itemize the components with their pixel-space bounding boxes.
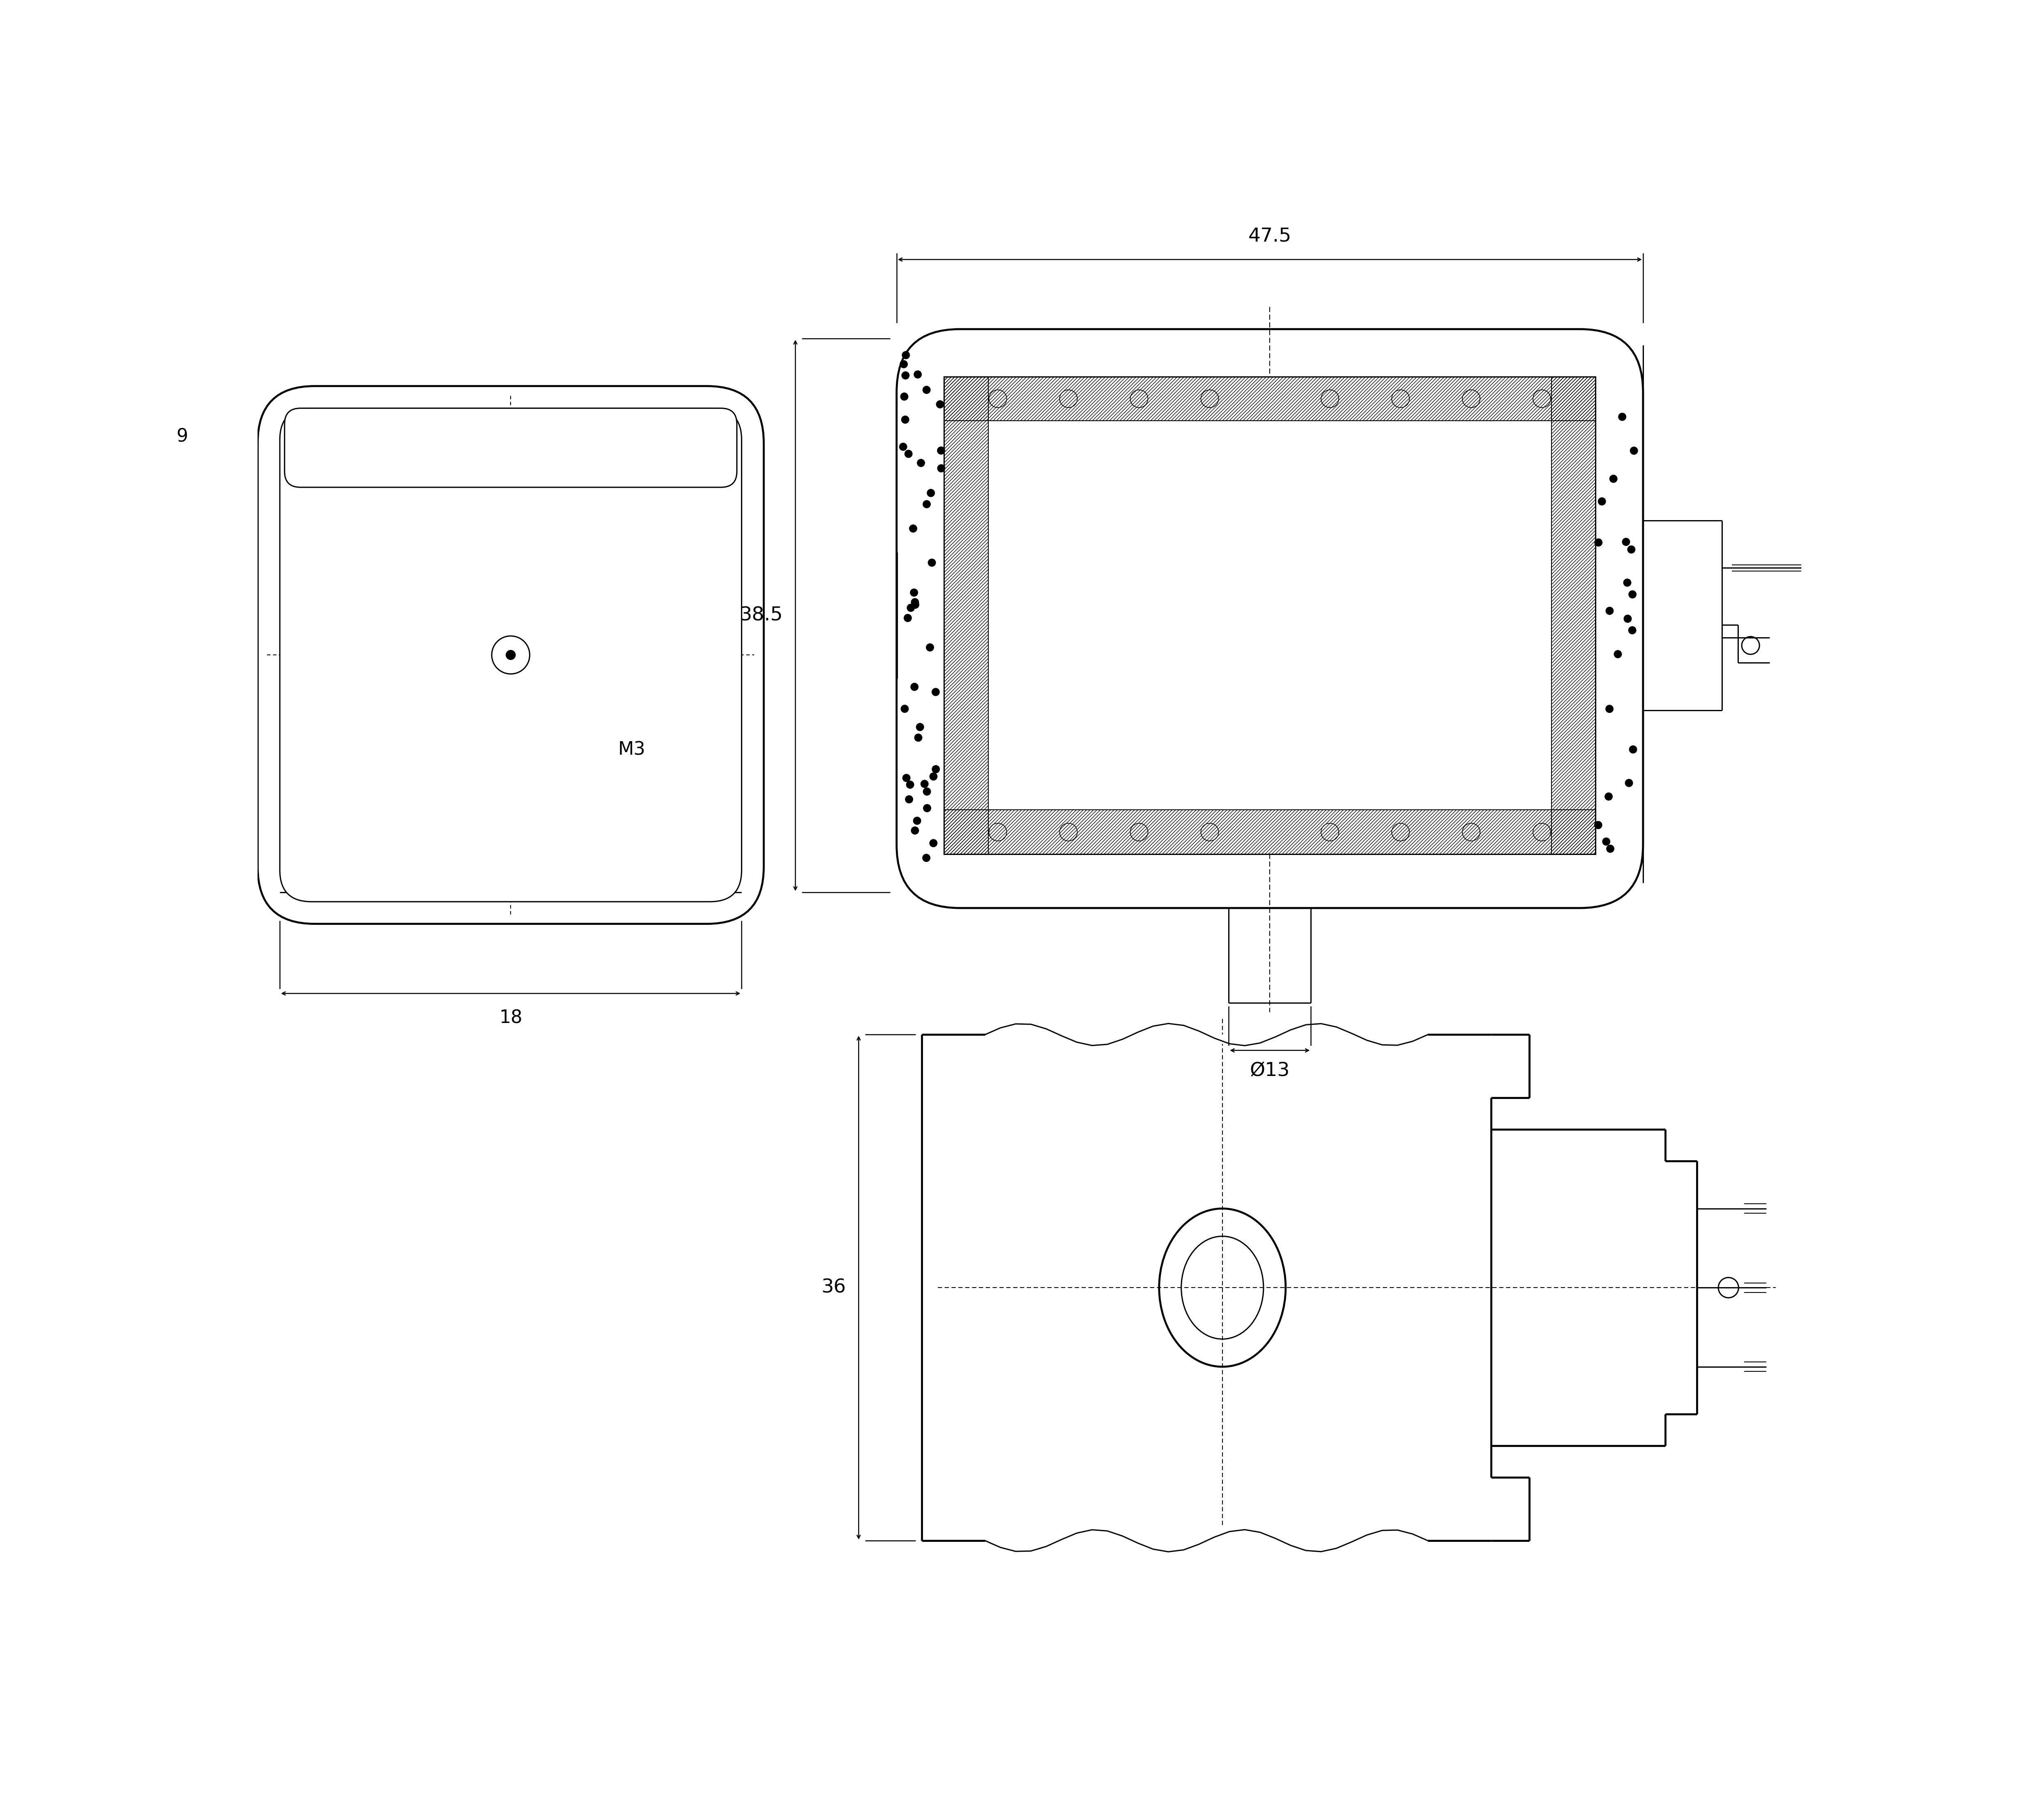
Bar <box>944 377 1597 420</box>
Circle shape <box>905 450 911 457</box>
Circle shape <box>938 464 946 471</box>
Circle shape <box>911 599 920 606</box>
Circle shape <box>928 559 936 566</box>
Circle shape <box>901 351 909 359</box>
Circle shape <box>1623 579 1631 586</box>
Circle shape <box>1619 413 1627 420</box>
Circle shape <box>1595 821 1603 828</box>
Circle shape <box>1605 794 1613 801</box>
Circle shape <box>1615 650 1621 659</box>
Text: 38.5: 38.5 <box>740 606 782 624</box>
Circle shape <box>916 723 924 732</box>
Circle shape <box>905 781 913 788</box>
FancyBboxPatch shape <box>897 329 1643 908</box>
Circle shape <box>1627 546 1635 553</box>
Circle shape <box>936 400 944 408</box>
Circle shape <box>1607 608 1613 615</box>
Text: M3: M3 <box>618 741 645 759</box>
Circle shape <box>928 490 934 497</box>
Circle shape <box>913 817 922 824</box>
Circle shape <box>901 704 909 713</box>
Circle shape <box>1607 704 1613 713</box>
Circle shape <box>1629 746 1637 753</box>
Circle shape <box>903 774 909 783</box>
Circle shape <box>1603 837 1611 844</box>
Circle shape <box>913 371 922 379</box>
Circle shape <box>911 826 920 834</box>
Text: 18: 18 <box>499 1010 521 1026</box>
Circle shape <box>924 804 932 812</box>
Circle shape <box>924 788 932 795</box>
Circle shape <box>1609 475 1617 482</box>
Circle shape <box>1607 844 1615 852</box>
Circle shape <box>911 682 918 690</box>
Circle shape <box>926 644 934 652</box>
Circle shape <box>932 766 940 774</box>
Circle shape <box>1623 615 1631 622</box>
Circle shape <box>905 795 913 803</box>
Circle shape <box>899 360 907 368</box>
Bar <box>1552 377 1597 854</box>
Circle shape <box>913 733 922 741</box>
Circle shape <box>922 781 928 788</box>
Circle shape <box>918 459 926 466</box>
Circle shape <box>909 524 918 531</box>
Circle shape <box>930 839 938 846</box>
Circle shape <box>1629 590 1637 599</box>
Text: 47.5: 47.5 <box>1249 228 1291 246</box>
Circle shape <box>938 446 946 455</box>
Circle shape <box>911 601 920 608</box>
Bar <box>944 377 988 854</box>
FancyBboxPatch shape <box>285 408 738 488</box>
Text: 36: 36 <box>821 1278 847 1298</box>
Bar <box>944 377 1597 854</box>
Circle shape <box>901 371 909 379</box>
Text: Ø13: Ø13 <box>1249 1061 1289 1079</box>
Circle shape <box>1623 539 1629 546</box>
Bar <box>944 810 1597 854</box>
Text: 9: 9 <box>176 428 188 446</box>
Circle shape <box>1595 539 1603 546</box>
Circle shape <box>924 500 930 508</box>
Circle shape <box>1599 497 1607 506</box>
Circle shape <box>899 442 907 451</box>
Circle shape <box>907 604 916 612</box>
FancyBboxPatch shape <box>279 408 742 901</box>
Circle shape <box>901 393 907 400</box>
Circle shape <box>1625 779 1633 786</box>
Circle shape <box>909 590 918 597</box>
Circle shape <box>922 854 930 861</box>
Circle shape <box>932 688 940 695</box>
Circle shape <box>930 774 938 781</box>
Circle shape <box>505 650 515 659</box>
Circle shape <box>901 415 909 424</box>
Circle shape <box>924 386 930 393</box>
Circle shape <box>903 613 911 622</box>
FancyBboxPatch shape <box>257 386 764 925</box>
Circle shape <box>1631 448 1637 455</box>
Circle shape <box>1629 626 1637 633</box>
